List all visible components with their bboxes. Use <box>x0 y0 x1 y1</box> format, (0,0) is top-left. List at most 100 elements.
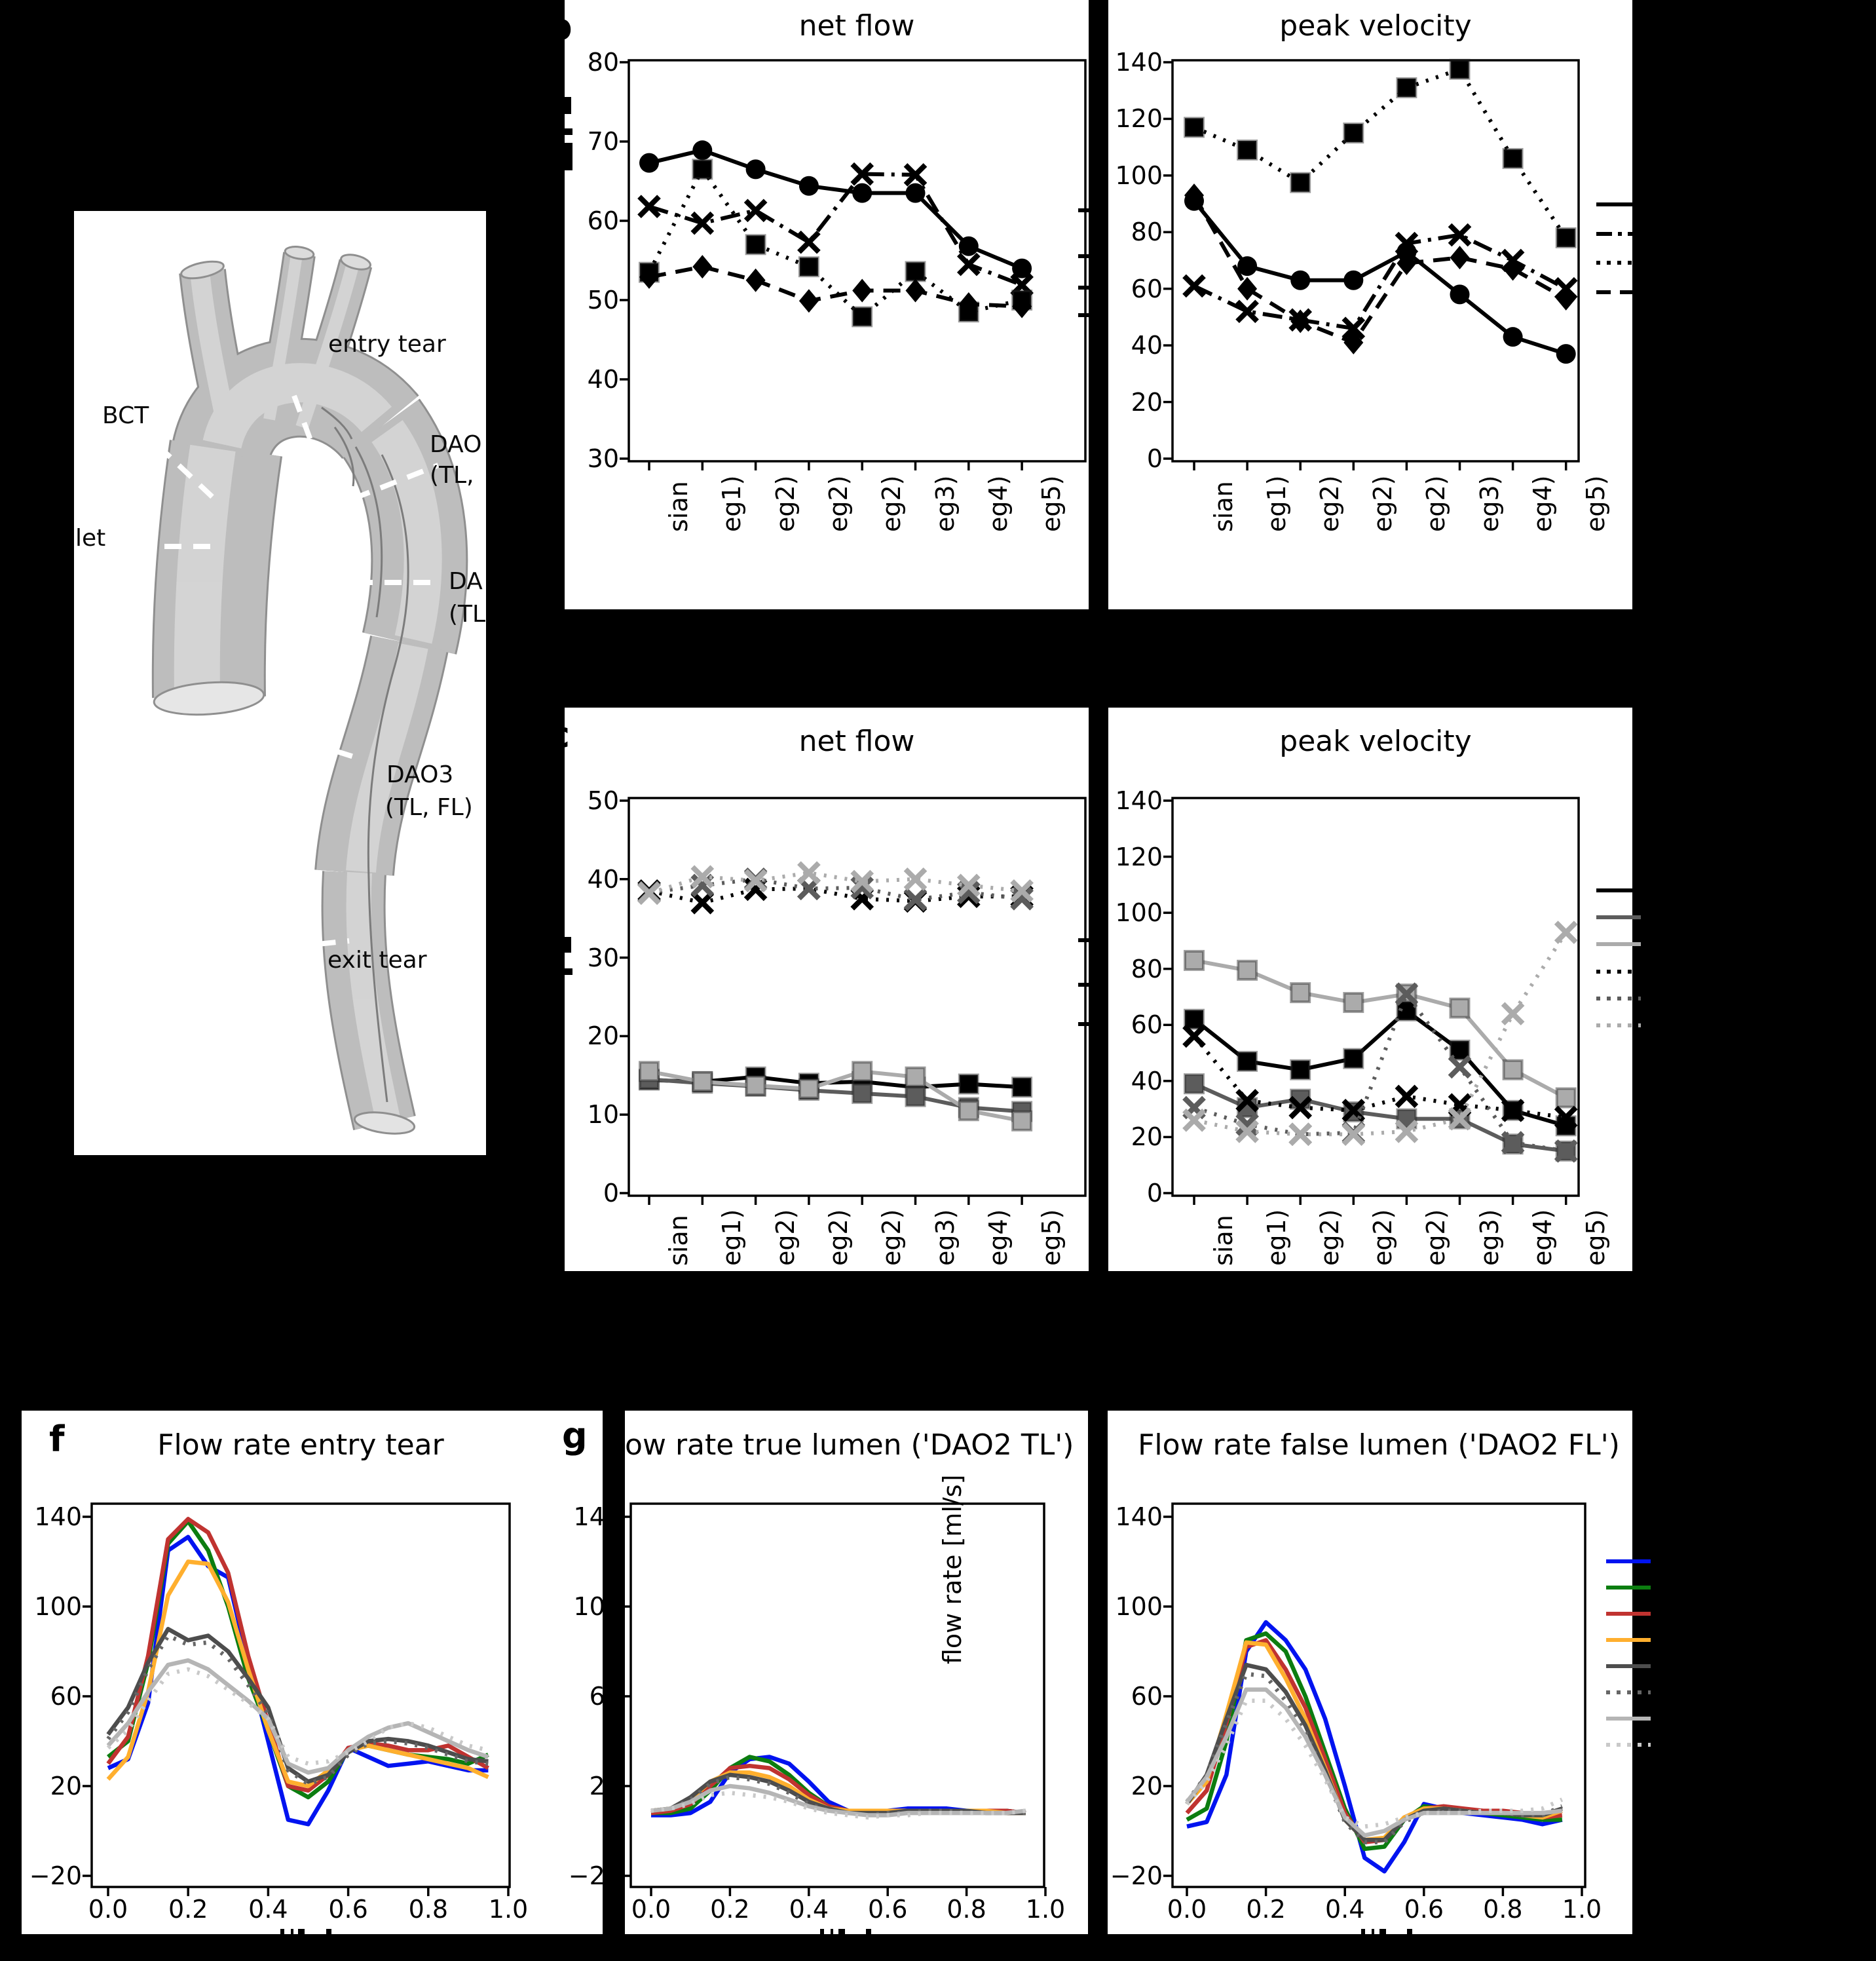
title-c-peakvel: peak velocity <box>1279 725 1472 758</box>
ytick-label: 80 <box>1131 954 1163 983</box>
ytick-label: 0 <box>1146 444 1163 473</box>
ytick-label: 60 <box>1131 1682 1163 1711</box>
panel-c-netflow-card <box>565 708 1089 1271</box>
xtick-label-rotated: eg3) <box>1474 1209 1504 1266</box>
xtick-label: 0.6 <box>867 1895 908 1924</box>
panel-letter-g: g <box>562 1415 588 1456</box>
ytick-label: 80 <box>587 48 619 77</box>
xtick-label: 1.0 <box>1562 1895 1602 1924</box>
section-line-bct <box>156 444 217 501</box>
xtick-label: 0.0 <box>631 1895 671 1924</box>
legend-handle-flow-6 <box>1606 1717 1651 1721</box>
legend-handle-c-2 <box>1596 942 1641 947</box>
legend-handle-c-5 <box>1596 1023 1641 1027</box>
label-dao3-line2: (TL, FL) <box>385 794 473 821</box>
label-dao2-line1: DA <box>449 568 483 595</box>
xtick-label-rotated: sian <box>664 481 693 532</box>
xtick-label: 0.2 <box>710 1895 750 1924</box>
xtick-label-rotated: eg2) <box>770 1209 800 1266</box>
xtick-label-rotated: eg3) <box>930 1209 960 1266</box>
xtick-label-rotated: eg4) <box>983 475 1013 532</box>
ytick-label: 50 <box>587 286 619 314</box>
xtick-label-rotated: eg5) <box>1037 1209 1066 1266</box>
xtick-label-rotated: eg1) <box>717 475 747 532</box>
legend-handle-flow-5 <box>1606 1690 1651 1694</box>
legend-handle-flow-2 <box>1606 1612 1651 1616</box>
xtick-label-rotated: eg1) <box>1262 1209 1292 1266</box>
xtick-label-rotated: sian <box>1209 481 1238 532</box>
ytick-label: −20 <box>1110 1861 1163 1890</box>
xtick-label-rotated: eg2) <box>1315 475 1345 532</box>
xtick-label-rotated: eg2) <box>823 1209 853 1266</box>
label-inlet-clipped: let <box>75 525 106 552</box>
ytick-label: 60 <box>587 206 619 235</box>
label-dao3-line1: DAO3 <box>386 761 454 788</box>
ytick-label: 60 <box>589 1682 621 1711</box>
ylabel-flow-rate: flow rate [ml/s] <box>938 1474 967 1664</box>
xtick-label-rotated: eg2) <box>823 475 853 532</box>
ytick-label: 20 <box>587 1021 619 1051</box>
ytick-label: 30 <box>587 943 619 972</box>
ytick-label: 100 <box>1115 161 1163 190</box>
ytick-label: 0 <box>603 1179 619 1208</box>
aorta-render <box>107 246 468 1135</box>
xtick-label: 0.2 <box>168 1895 208 1924</box>
legend-handle-b-1 <box>1596 231 1641 236</box>
panel-letter-c: c <box>549 714 571 755</box>
panel-f-card <box>22 1411 603 1934</box>
xtick-label: 0.8 <box>1483 1895 1523 1924</box>
xtick-label-rotated: eg2) <box>770 475 800 532</box>
ytick-label: 60 <box>50 1682 82 1711</box>
ytick-label: 40 <box>587 864 619 894</box>
xtick-label-rotated: eg3) <box>930 475 960 532</box>
xtick-label-rotated: eg2) <box>1368 1209 1398 1266</box>
ytick-label: 140 <box>573 1502 621 1531</box>
xtick-label-rotated: eg5) <box>1581 475 1610 532</box>
ytick-label: 100 <box>1115 898 1163 928</box>
xtick-label: 1.0 <box>1025 1895 1066 1924</box>
xtick-label: 0.6 <box>328 1895 368 1924</box>
legend-handle-c-1 <box>1596 915 1641 920</box>
label-dao2-line2: (TL <box>449 601 486 628</box>
legend-handle-b-0 <box>1596 202 1641 206</box>
ytick-label: −20 <box>568 1861 621 1890</box>
section-line-entry-tear <box>291 394 339 510</box>
legend-handle-flow-4 <box>1606 1664 1651 1668</box>
xtick-label: 0.2 <box>1246 1895 1286 1924</box>
ytick-label: 80 <box>1131 218 1163 247</box>
section-line-exit-tear <box>261 938 350 953</box>
xtick-label-rotated: eg2) <box>877 1209 907 1266</box>
ytick-label: −20 <box>29 1861 82 1890</box>
legend-handle-b-2 <box>1596 261 1641 265</box>
xtick-label-rotated: eg1) <box>1262 475 1292 532</box>
legend-handle-c-3 <box>1596 969 1641 974</box>
xtick-label-rotated: sian <box>664 1215 693 1266</box>
ytick-label: 100 <box>34 1592 82 1621</box>
title-h: Flow rate false lumen ('DAO2 FL') <box>1138 1428 1620 1462</box>
ytick-label: 100 <box>1115 1592 1163 1621</box>
ytick-label: 30 <box>587 444 619 473</box>
ytick-label: 40 <box>587 365 619 394</box>
xtick-label-rotated: eg5) <box>1037 475 1066 532</box>
panel-letter-b: b <box>547 7 572 48</box>
title-b-peakvel: peak velocity <box>1279 9 1472 43</box>
anatomy-panel: entry tear BCT DAO (TL, let DA (TL DAO3 … <box>74 211 486 1155</box>
xtick-label-rotated: eg1) <box>717 1209 747 1266</box>
xtick-label-rotated: eg4) <box>983 1209 1013 1266</box>
xtick-label: 0.0 <box>1167 1895 1207 1924</box>
section-line-dao1 <box>326 463 440 512</box>
ytick-label: 140 <box>1115 1502 1163 1531</box>
xtick-label-rotated: eg4) <box>1528 475 1557 532</box>
ytick-label: 20 <box>1131 387 1163 417</box>
ytick-label: 120 <box>1115 842 1163 871</box>
label-entry-tear: entry tear <box>328 331 446 358</box>
ytick-label: 0 <box>1146 1179 1163 1208</box>
label-bct: BCT <box>102 402 149 429</box>
xtick-label-rotated: eg2) <box>1368 475 1398 532</box>
label-exit-tear: exit tear <box>328 947 427 974</box>
xtick-label-rotated: eg2) <box>1315 1209 1345 1266</box>
xtick-label-rotated: eg2) <box>1421 1209 1451 1266</box>
ytick-label: 20 <box>1131 1772 1163 1800</box>
ytick-label: 40 <box>1131 331 1163 360</box>
